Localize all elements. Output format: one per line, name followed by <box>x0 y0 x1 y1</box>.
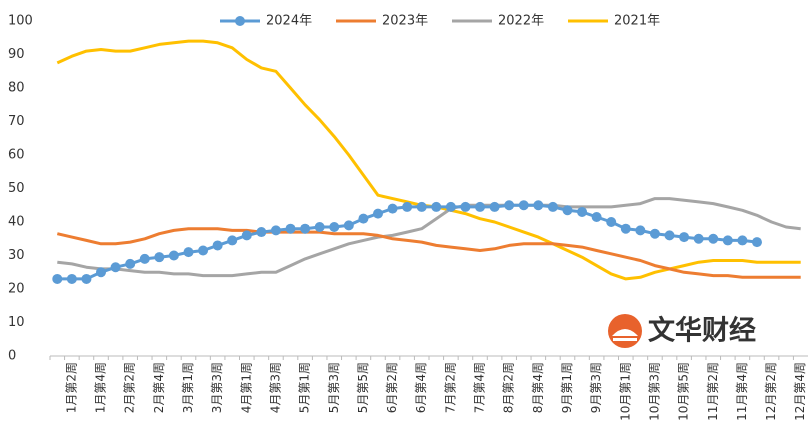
y-tick-label: 100 <box>8 14 33 29</box>
series-marker <box>300 223 311 234</box>
x-tick-label: 4月第3周 <box>268 362 282 413</box>
series-marker <box>679 232 690 243</box>
series-marker <box>562 205 573 216</box>
y-tick-label: 40 <box>8 215 25 230</box>
series-marker <box>387 203 398 214</box>
x-tick-label: 8月第2周 <box>502 362 516 413</box>
series-marker <box>445 201 456 212</box>
series-marker <box>431 201 442 212</box>
series-marker <box>329 222 340 233</box>
legend-label: 2021年 <box>614 14 660 29</box>
x-tick-label: 9月第3周 <box>589 362 603 413</box>
y-tick-label: 50 <box>8 181 25 196</box>
series-marker <box>343 220 354 231</box>
x-tick-label: 6月第4周 <box>414 362 428 413</box>
x-tick-label: 9月第1周 <box>560 362 574 413</box>
y-tick-label: 30 <box>8 248 25 263</box>
series-marker <box>606 217 617 227</box>
series-marker <box>256 227 267 238</box>
y-tick-label: 70 <box>8 114 25 129</box>
series-marker <box>212 240 223 251</box>
series-marker <box>314 222 325 233</box>
x-tick-label: 3月第1周 <box>181 362 195 413</box>
y-tick-label: 20 <box>8 282 25 297</box>
x-tick-label: 1月第2周 <box>64 362 78 413</box>
x-tick-label: 5月第1周 <box>298 362 312 413</box>
series-marker <box>416 201 427 212</box>
series-marker <box>154 252 165 263</box>
series-marker <box>533 200 544 211</box>
series-marker <box>708 233 719 244</box>
series-marker <box>577 206 588 217</box>
x-tick-label: 5月第5周 <box>356 362 370 413</box>
x-tick-label: 11月第2周 <box>706 362 720 421</box>
series-marker <box>620 223 631 234</box>
y-tick-label: 60 <box>8 148 25 163</box>
series-marker <box>110 262 121 273</box>
legend-marker <box>235 16 245 26</box>
series-marker <box>504 200 515 211</box>
series-marker <box>402 201 413 212</box>
x-tick-label: 10月第1周 <box>618 362 632 421</box>
x-tick-label: 7月第4周 <box>473 362 487 413</box>
series-marker <box>489 201 500 212</box>
series-line <box>57 203 758 281</box>
series-line <box>56 227 801 279</box>
x-tick-label: 1月第4周 <box>94 362 108 413</box>
series-marker <box>241 230 252 241</box>
x-tick-label: 10月第3周 <box>647 362 661 421</box>
x-tick-label: 11月第4周 <box>735 362 749 421</box>
x-tick-label: 12月第2周 <box>764 362 778 421</box>
series-marker <box>66 273 77 284</box>
series-marker <box>693 233 704 244</box>
series-marker <box>372 208 383 219</box>
series-marker <box>270 225 281 236</box>
x-tick-label: 12月第4周 <box>793 362 807 421</box>
series-marker <box>183 247 194 258</box>
series-marker <box>664 230 675 241</box>
series-marker <box>475 201 486 212</box>
x-tick-label: 8月第4周 <box>531 362 545 413</box>
watermark-logo <box>608 314 642 348</box>
series-marker <box>125 258 136 269</box>
x-tick-label: 5月第3周 <box>327 362 341 413</box>
series-marker <box>168 250 179 261</box>
series-marker <box>649 228 660 239</box>
x-tick-label: 10月第5周 <box>677 362 691 421</box>
legend-label: 2024年 <box>266 14 312 29</box>
series-marker <box>198 245 209 256</box>
series-marker <box>591 211 602 222</box>
series-marker <box>139 253 150 264</box>
series-marker <box>96 267 107 278</box>
y-tick-label: 0 <box>8 349 16 364</box>
series-marker <box>547 201 558 212</box>
x-tick-label: 3月第3周 <box>210 362 224 413</box>
series-marker <box>751 237 762 248</box>
x-tick-label: 2月第2周 <box>123 362 137 413</box>
series-marker <box>81 273 92 284</box>
series-marker <box>358 213 369 224</box>
watermark: 文华财经 <box>648 315 756 347</box>
y-tick-label: 10 <box>8 315 25 330</box>
series-marker <box>518 200 529 211</box>
series-marker <box>52 273 63 284</box>
series-line <box>57 197 801 278</box>
y-tick-label: 90 <box>8 47 25 62</box>
series-marker <box>227 235 238 246</box>
series-marker <box>722 235 733 246</box>
x-tick-label: 7月第2周 <box>443 362 457 413</box>
x-tick-label: 2月第4周 <box>152 362 166 413</box>
legend-label: 2022年 <box>498 14 544 29</box>
series-marker <box>285 223 296 234</box>
series-marker <box>737 235 748 246</box>
x-tick-label: 4月第1周 <box>239 362 253 413</box>
series-marker <box>460 201 471 212</box>
series-marker <box>635 225 646 236</box>
x-tick-label: 6月第2周 <box>385 362 399 413</box>
legend-label: 2023年 <box>382 14 428 29</box>
y-tick-label: 80 <box>8 81 25 96</box>
